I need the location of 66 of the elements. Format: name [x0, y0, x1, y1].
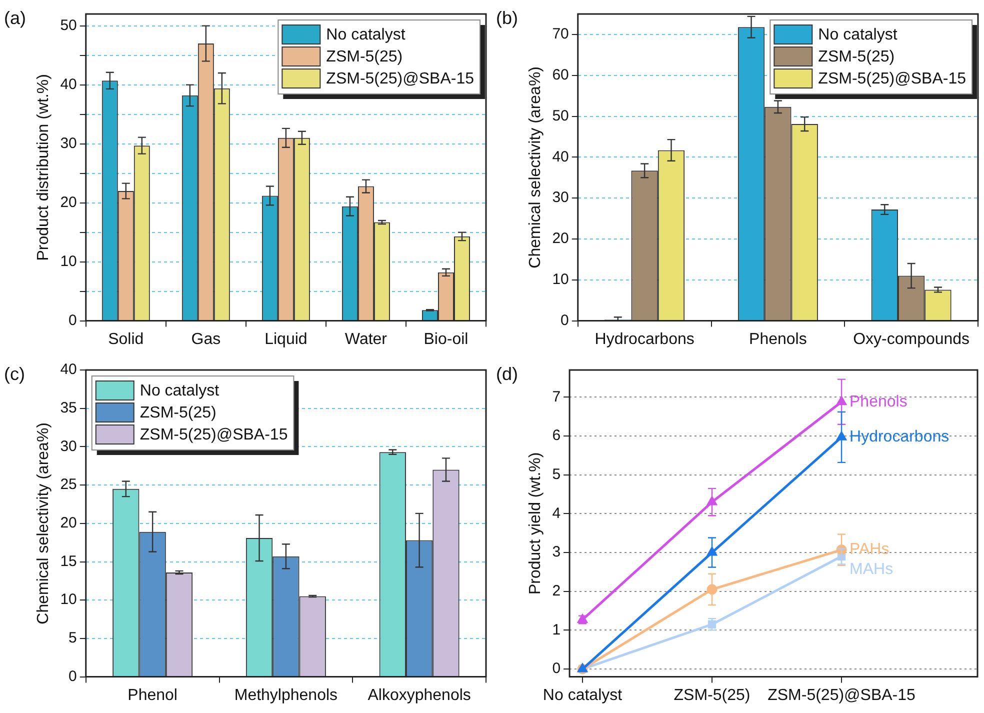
series-label: Hydrocarbons [850, 428, 950, 446]
y-tick-label: 40 [60, 76, 77, 93]
y-tick-label: 5 [552, 466, 561, 483]
y-tick-label: 10 [60, 252, 77, 270]
series-label: Phenols [850, 393, 908, 410]
y-axis-title: Chemical selectivity (area%) [527, 66, 544, 268]
y-tick-label: 2 [552, 582, 561, 600]
legend-label: No catalyst [140, 382, 220, 400]
y-tick-label: 7 [552, 388, 561, 406]
y-axis-title: Product yield (wt.%) [527, 452, 544, 595]
x-tick-label: Phenols [749, 330, 807, 348]
y-tick-label: 4 [552, 504, 561, 522]
x-tick-label: Alkoxyphenols [368, 686, 471, 704]
y-tick-label: 20 [60, 514, 77, 532]
x-tick-label: Liquid [264, 330, 308, 348]
y-tick-label: 30 [552, 189, 569, 206]
y-tick-label: 10 [552, 271, 569, 288]
y-tick-label: 0 [68, 312, 77, 329]
x-tick-label: Oxy-compounds [853, 330, 970, 348]
y-tick-label: 1 [552, 621, 561, 638]
y-tick-label: 10 [60, 591, 77, 608]
y-tick-label: 0 [68, 668, 77, 685]
chart-title: (b) [496, 8, 518, 28]
y-tick-label: 6 [552, 427, 561, 444]
series-label: PAHs [850, 541, 890, 558]
chart-title: (a) [4, 8, 26, 28]
y-tick-label: 30 [60, 438, 77, 455]
y-tick-label: 35 [60, 399, 77, 416]
legend-label: ZSM-5(25) [140, 404, 216, 422]
y-tick-label: 60 [552, 66, 569, 84]
chart-title: (c) [4, 364, 25, 384]
x-tick-label: Phenol [128, 686, 178, 704]
legend-label: No catalyst [818, 26, 898, 44]
y-tick-label: 20 [60, 194, 77, 211]
y-axis-title: Product distribution (wt.%) [35, 74, 52, 261]
y-tick-label: 25 [60, 476, 77, 494]
legend-label: ZSM-5(25) [818, 48, 895, 66]
x-tick-label: ZSM-5(25) [674, 686, 750, 704]
x-tick-label: Gas [191, 330, 221, 348]
y-tick-label: 50 [552, 107, 569, 124]
y-tick-label: 50 [60, 16, 77, 34]
legend-label: ZSM-5(25) [326, 48, 403, 66]
y-tick-label: 20 [552, 230, 569, 248]
legend-label: No catalyst [326, 26, 406, 44]
x-tick-label: No catalyst [542, 686, 623, 704]
x-tick-label: Solid [108, 330, 144, 348]
legend-label: ZSM-5(25)@SBA-15 [326, 70, 474, 88]
y-tick-label: 3 [552, 544, 561, 561]
x-tick-label: Methylphenols [234, 686, 338, 704]
x-tick-label: Water [344, 330, 388, 348]
x-tick-label: Hydrocarbons [594, 330, 694, 348]
y-tick-label: 15 [60, 552, 77, 570]
y-tick-label: 0 [552, 660, 561, 678]
y-axis-title: Chemical selectivity (area%) [35, 422, 52, 624]
y-tick-label: 30 [60, 134, 77, 152]
series-label: MAHs [850, 561, 894, 578]
chart-title: (d) [496, 364, 518, 384]
legend-label: ZSM-5(25)@SBA-15 [818, 70, 966, 88]
legend-label: ZSM-5(25)@SBA-15 [140, 426, 288, 444]
y-tick-label: 5 [68, 630, 77, 647]
y-tick-label: 70 [552, 26, 569, 43]
y-tick-label: 40 [60, 361, 77, 378]
y-tick-label: 0 [560, 312, 569, 329]
x-tick-label: ZSM-5(25)@SBA-15 [768, 686, 916, 704]
x-tick-label: Bio-oil [424, 330, 468, 348]
y-tick-label: 40 [552, 148, 569, 166]
